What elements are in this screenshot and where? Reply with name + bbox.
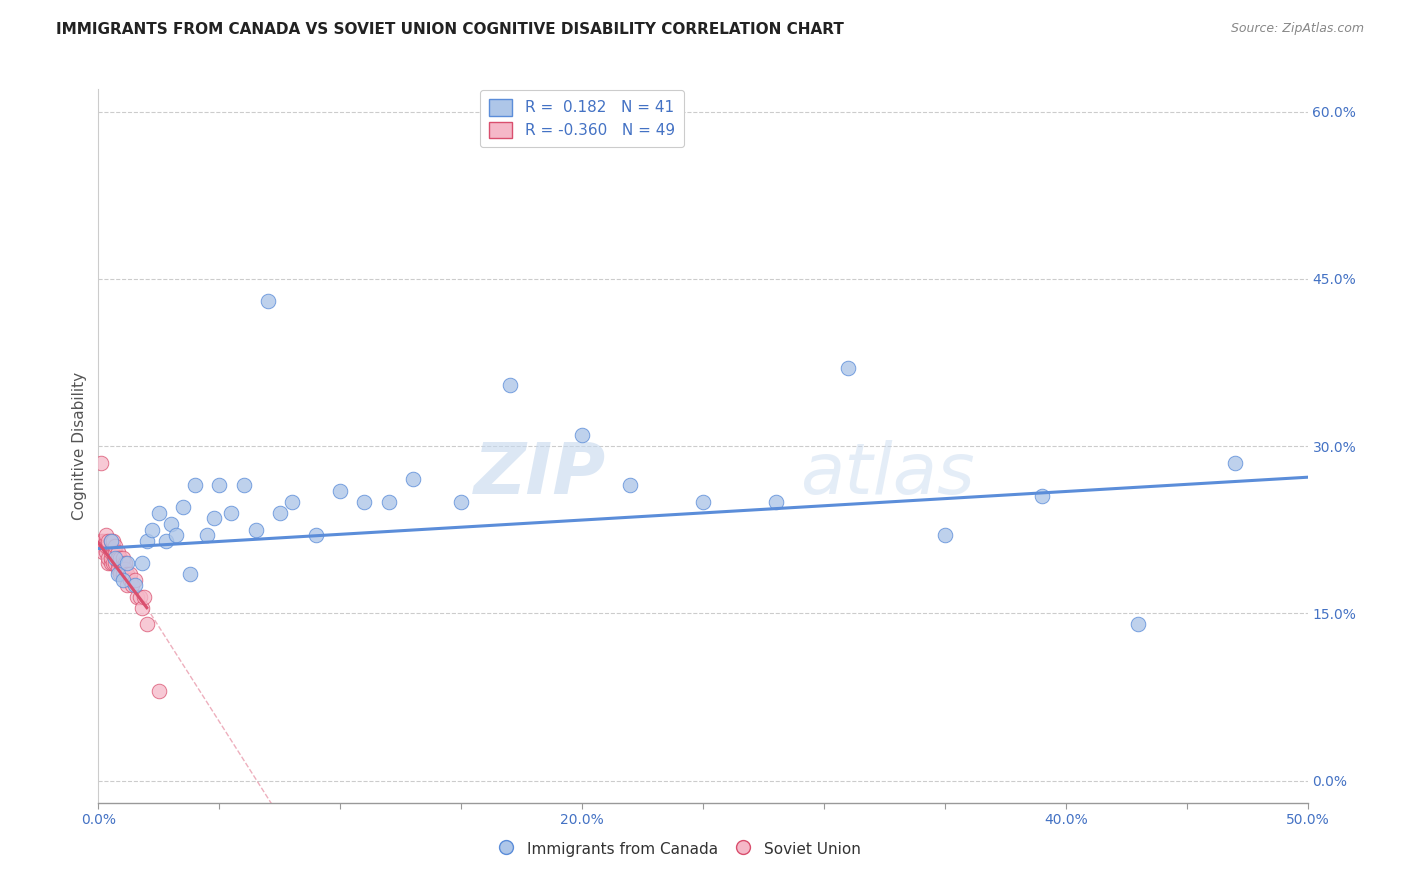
Point [124,578,146,592]
Point [111,550,134,565]
Point [117,567,139,582]
Point [107,550,129,565]
Point [101,545,124,559]
Point [837,361,859,376]
Point [498,377,520,392]
Legend: Immigrants from Canada, Soviet Union: Immigrants from Canada, Soviet Union [491,835,868,863]
Point [111,567,134,582]
Point [97,533,120,548]
Point [100,556,122,570]
Point [195,528,218,542]
Point [108,567,131,582]
Text: atlas: atlas [800,440,974,509]
Point [619,478,641,492]
Point [281,494,304,508]
Text: Source: ZipAtlas.com: Source: ZipAtlas.com [1230,22,1364,36]
Point [104,550,127,565]
Point [90,533,112,548]
Point [107,556,129,570]
Y-axis label: Cognitive Disability: Cognitive Disability [72,372,87,520]
Point [94,545,117,559]
Point [450,494,472,508]
Point [128,590,150,604]
Text: ZIP: ZIP [474,440,606,509]
Point [117,578,139,592]
Point [97,550,120,565]
Point [94,533,117,548]
Point [208,478,231,492]
Point [118,567,141,582]
Point [135,533,157,548]
Text: IMMIGRANTS FROM CANADA VS SOVIET UNION COGNITIVE DISABILITY CORRELATION CHART: IMMIGRANTS FROM CANADA VS SOVIET UNION C… [56,22,844,37]
Point [94,539,117,553]
Point [329,483,352,498]
Point [131,556,153,570]
Point [104,539,127,553]
Point [101,539,124,553]
Point [91,533,114,548]
Point [94,528,117,542]
Point [107,545,129,559]
Point [124,573,146,587]
Point [121,578,143,592]
Point [402,473,425,487]
Point [148,684,170,698]
Point [165,528,187,542]
Point [91,539,114,553]
Point [135,617,157,632]
Point [245,523,267,537]
Point [1031,489,1053,503]
Point [934,528,956,542]
Point [108,556,131,570]
Point [269,506,291,520]
Point [97,556,120,570]
Point [101,556,124,570]
Point [221,506,243,520]
Point [148,506,170,520]
Point [114,556,136,570]
Point [127,590,149,604]
Point [232,478,254,492]
Point [118,573,141,587]
Point [100,533,122,548]
Point [97,539,120,553]
Point [101,533,124,548]
Point [179,567,201,582]
Point [107,562,129,576]
Point [256,293,278,308]
Point [100,550,122,565]
Point [104,556,127,570]
Point [117,556,139,570]
Point [172,500,194,515]
Point [184,478,207,492]
Point [107,567,129,582]
Point [104,550,127,565]
Point [100,533,122,548]
Point [91,545,114,559]
Point [305,528,328,542]
Point [104,545,127,559]
Point [111,556,134,570]
Point [131,600,153,615]
Point [204,511,226,525]
Point [111,573,134,587]
Point [1128,617,1150,632]
Point [377,494,399,508]
Point [141,523,163,537]
Point [692,494,714,508]
Point [155,533,177,548]
Point [90,456,112,470]
Point [160,517,183,532]
Point [571,428,593,442]
Point [353,494,375,508]
Point [765,494,787,508]
Point [1223,456,1246,470]
Point [134,590,156,604]
Point [114,562,136,576]
Point [108,550,131,565]
Point [100,545,122,559]
